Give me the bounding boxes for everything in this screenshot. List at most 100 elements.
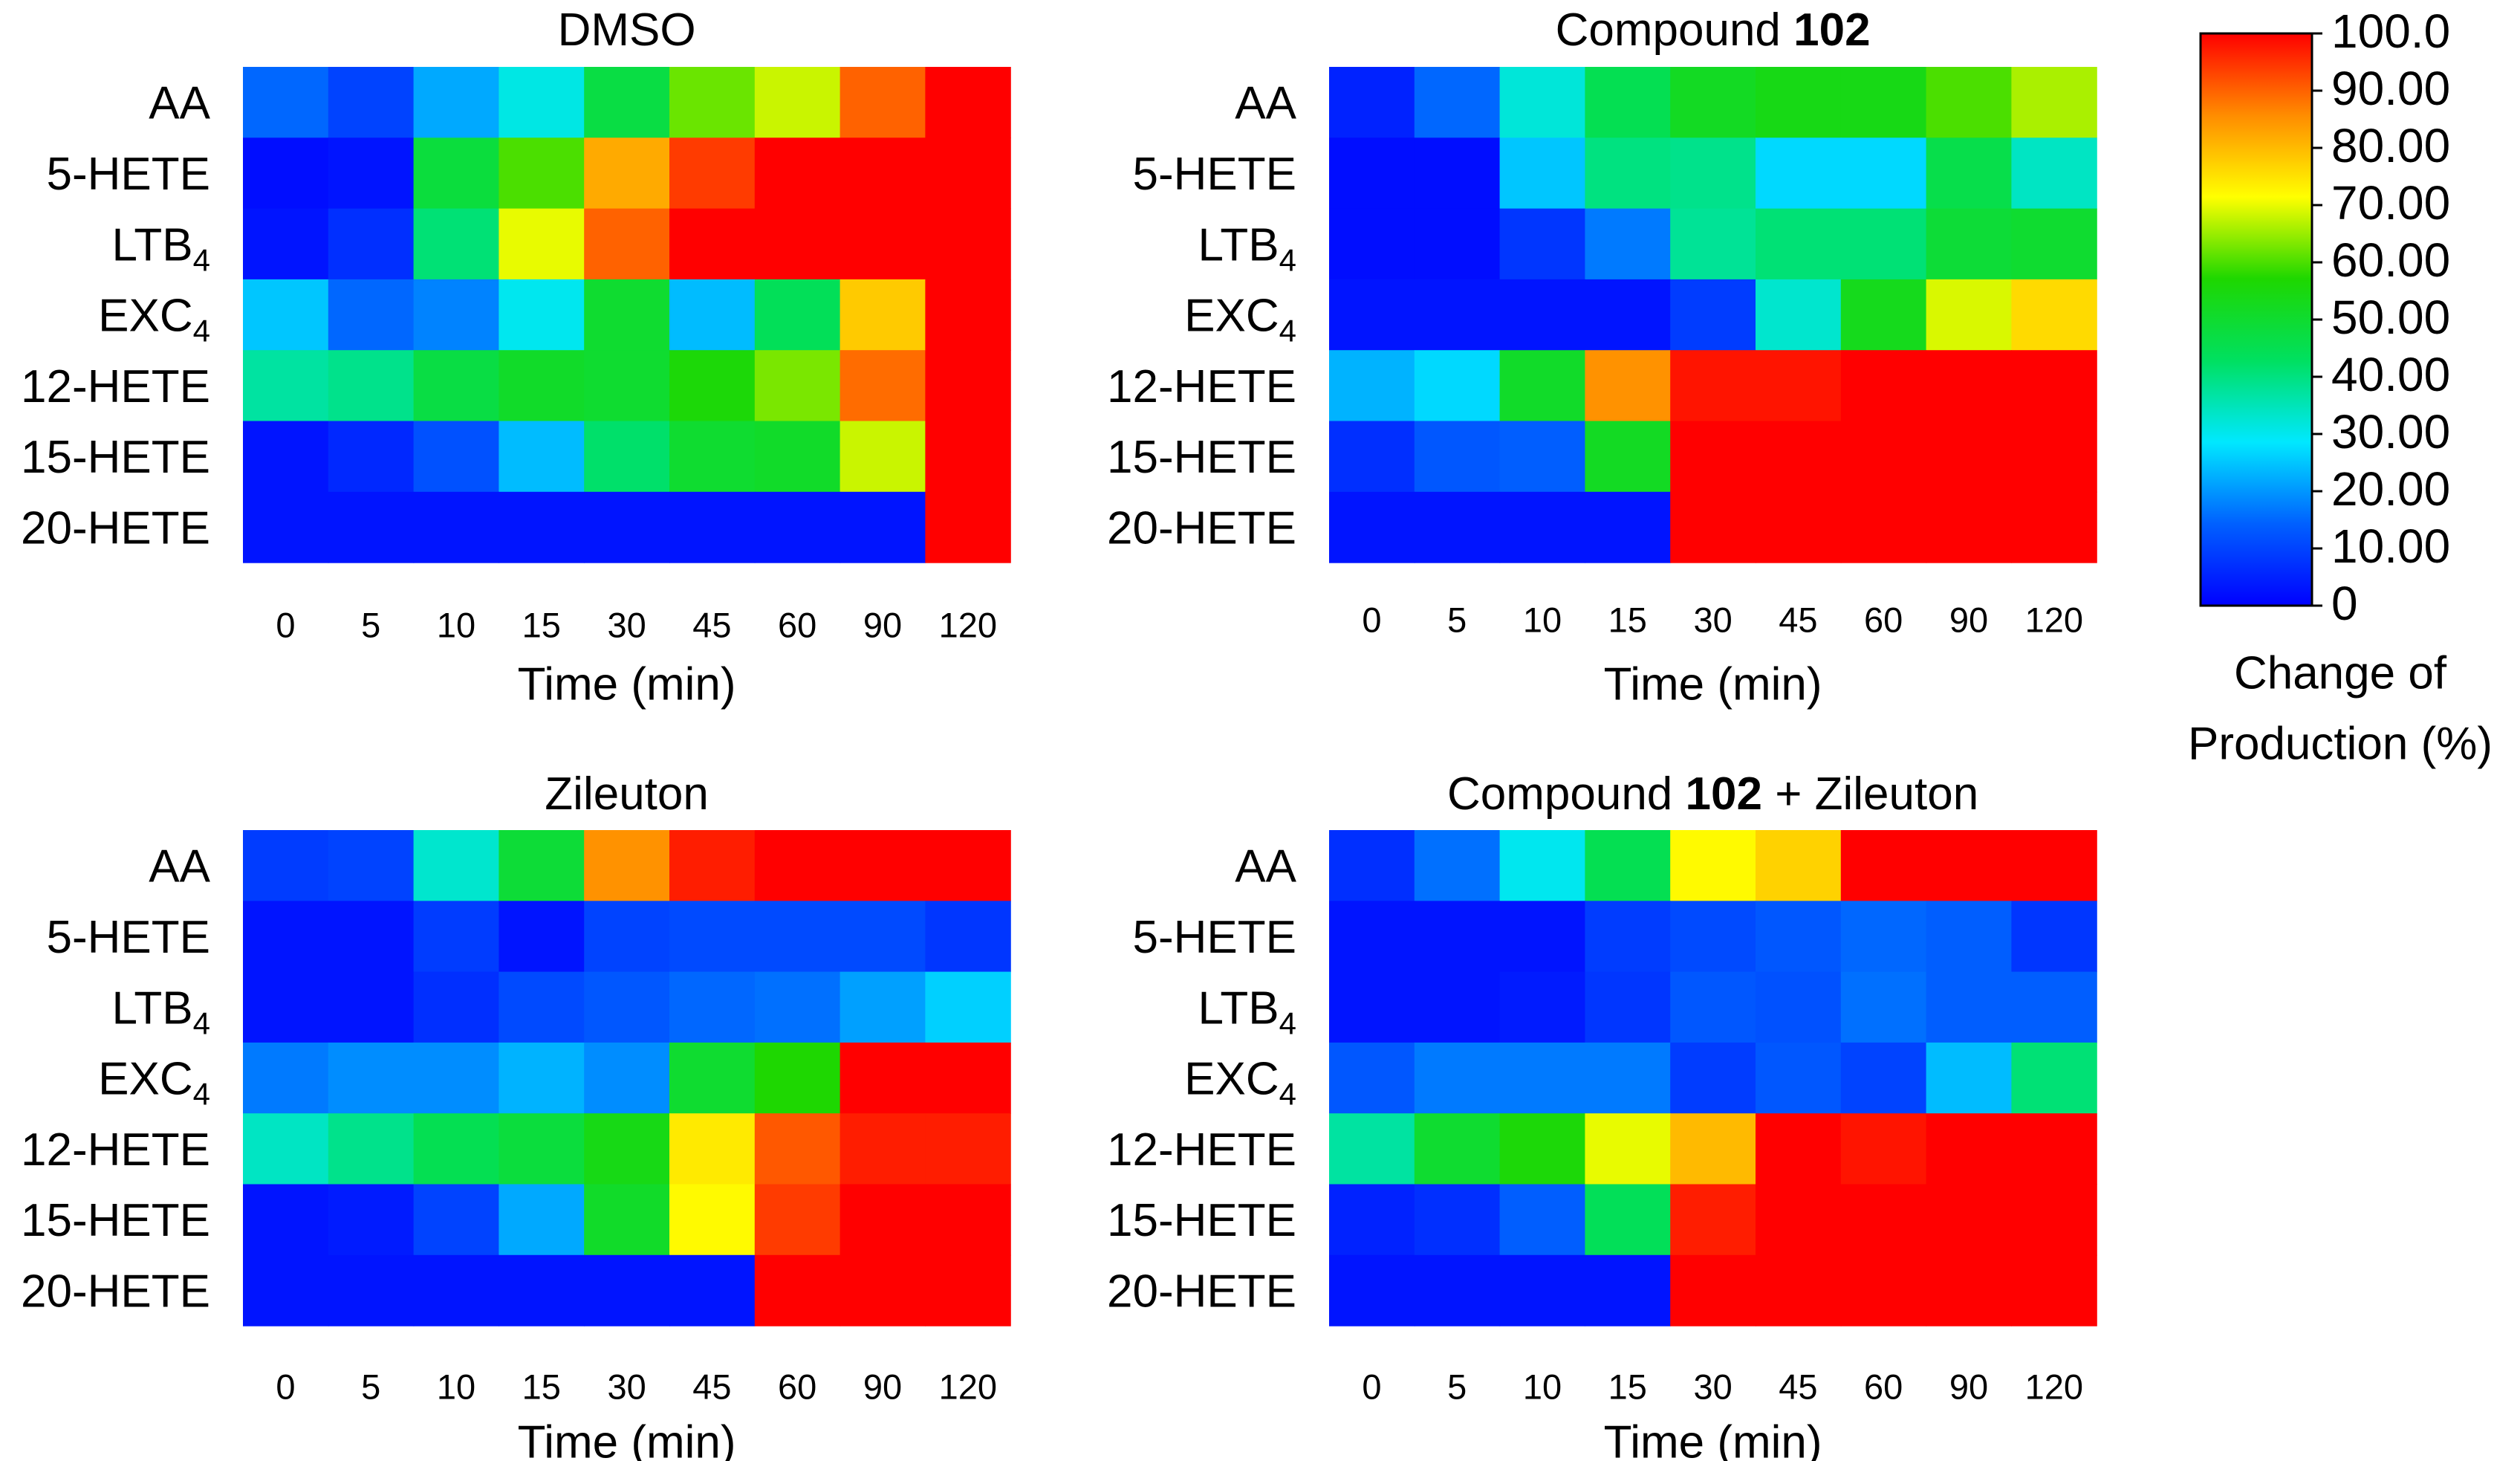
- heatmap-cell: [669, 830, 756, 901]
- heatmap-cell: [1926, 350, 2012, 422]
- heatmap-cell: [840, 67, 926, 138]
- row-label-text: 12-HETE: [1107, 1124, 1296, 1176]
- heatmap-cell: [1329, 137, 1415, 210]
- heatmap-cell: [2011, 1184, 2097, 1256]
- heatmap-cell: [1585, 208, 1671, 280]
- heatmap-cell: [754, 421, 841, 493]
- panel-title-text: Zileuton: [545, 768, 709, 820]
- heatmap-cell: [754, 830, 841, 901]
- colorbar-label-line2: Production (%): [2188, 718, 2493, 769]
- colorbar-tick-label: 10.00: [2331, 519, 2450, 573]
- heatmap-cell: [840, 1254, 926, 1326]
- row-label: 5-HETE: [1133, 149, 1296, 200]
- heatmap-cell: [1414, 279, 1501, 351]
- x-tick-label: 0: [1362, 1367, 1381, 1406]
- heatmap-cell: [328, 1113, 415, 1185]
- heatmap-cell: [1756, 279, 1842, 351]
- heatmap-cell: [1670, 491, 1756, 563]
- heatmap-cell: [840, 350, 926, 422]
- heatmap-cell: [1926, 1042, 2012, 1114]
- row-label: 15-HETE: [21, 432, 210, 483]
- row-label-text: EXC: [1184, 1054, 1279, 1105]
- heatmap-cell: [1840, 1254, 1927, 1326]
- heatmap-cell: [328, 830, 415, 901]
- heatmap-cell: [925, 208, 1011, 280]
- heatmap-cell: [925, 67, 1011, 138]
- heatmap-cell: [840, 1042, 926, 1114]
- heatmap-cell: [925, 350, 1011, 422]
- heatmap-cell: [2011, 67, 2097, 138]
- x-tick-label: 10: [437, 605, 475, 644]
- heatmap-cell: [1840, 1184, 1927, 1256]
- x-tick-label: 120: [2025, 1367, 2083, 1406]
- heatmap-cell: [413, 491, 499, 563]
- heatmap-cell: [754, 491, 841, 563]
- row-label-text: LTB: [112, 219, 193, 271]
- row-label: LTB4: [1198, 982, 1296, 1040]
- heatmap-cell: [584, 971, 670, 1043]
- heatmap-cell: [328, 279, 415, 351]
- heatmap-cell: [413, 350, 499, 422]
- heatmap-cell: [328, 491, 415, 563]
- heatmap-cell: [1499, 350, 1585, 422]
- heatmap-cell: [499, 1254, 585, 1326]
- heatmap-cell: [1329, 1254, 1415, 1326]
- row-label-text: 15-HETE: [1107, 1195, 1296, 1246]
- row-label-text: 12-HETE: [1107, 361, 1296, 412]
- heatmap-cell: [840, 901, 926, 973]
- heatmap-cell: [840, 279, 926, 351]
- heatmap-cell: [1329, 421, 1415, 493]
- x-tick-label: 15: [522, 605, 561, 644]
- x-tick-label: 30: [607, 605, 646, 644]
- heatmap-cell: [243, 901, 329, 973]
- heatmap-cell: [1414, 1184, 1501, 1256]
- heatmap-cell: [1585, 67, 1671, 138]
- heatmap-cell: [413, 1254, 499, 1326]
- x-tick-label: 90: [1949, 1367, 1988, 1406]
- x-tick-label: 90: [863, 1367, 902, 1406]
- colorbar-tick-label: 70.00: [2331, 176, 2450, 230]
- heatmap-cell: [1756, 421, 1842, 493]
- panel-title-text: Compound: [1556, 4, 1794, 56]
- heatmap-cell: [1756, 1184, 1842, 1256]
- heatmap-cell: [925, 971, 1011, 1043]
- colorbar: 100.090.0080.0070.0060.0050.0040.0030.00…: [2188, 4, 2493, 769]
- heatmap-cell: [243, 830, 329, 901]
- row-label-text: EXC: [98, 1054, 192, 1105]
- colorbar-tick-label: 40.00: [2331, 348, 2450, 401]
- panel-title: Compound 102 + Zileuton: [1447, 768, 1978, 820]
- heatmap-cell: [1756, 1254, 1842, 1326]
- row-label-text: EXC: [1184, 291, 1279, 342]
- heatmap-cell: [925, 491, 1011, 563]
- x-tick-label: 30: [1693, 600, 1732, 639]
- row-label: 20-HETE: [1107, 1266, 1296, 1318]
- x-axis-label: Time (min): [518, 658, 736, 710]
- heatmap-cell: [754, 137, 841, 210]
- colorbar-tick-label: 100.0: [2331, 4, 2450, 58]
- heatmap-cell: [499, 279, 585, 351]
- heatmap-cell: [1756, 1042, 1842, 1114]
- heatmap-cell: [499, 1042, 585, 1114]
- heatmap-cell: [840, 830, 926, 901]
- colorbar-tick-label: 90.00: [2331, 62, 2450, 115]
- row-label-text: LTB: [1198, 982, 1279, 1034]
- heatmap-cell: [584, 901, 670, 973]
- heatmap-cell: [1840, 830, 1927, 901]
- heatmap-cell: [1756, 901, 1842, 973]
- heatmap-cell: [584, 137, 670, 210]
- heatmap-cell: [669, 1184, 756, 1256]
- row-label-text: 20-HETE: [21, 502, 210, 554]
- heatmap-cell: [328, 1184, 415, 1256]
- heatmap-cell: [1329, 901, 1415, 973]
- heatmap-cell: [1670, 1113, 1756, 1185]
- heatmap-cell: [754, 208, 841, 280]
- heatmap-cell: [1585, 137, 1671, 210]
- x-tick-label: 0: [1362, 600, 1381, 639]
- heatmap-cell: [925, 830, 1011, 901]
- row-label-text: 20-HETE: [1107, 502, 1296, 554]
- heatmap-cell: [840, 1113, 926, 1185]
- heatmap-cell: [754, 67, 841, 138]
- row-label: LTB4: [112, 219, 210, 277]
- heatmap-cell: [413, 208, 499, 280]
